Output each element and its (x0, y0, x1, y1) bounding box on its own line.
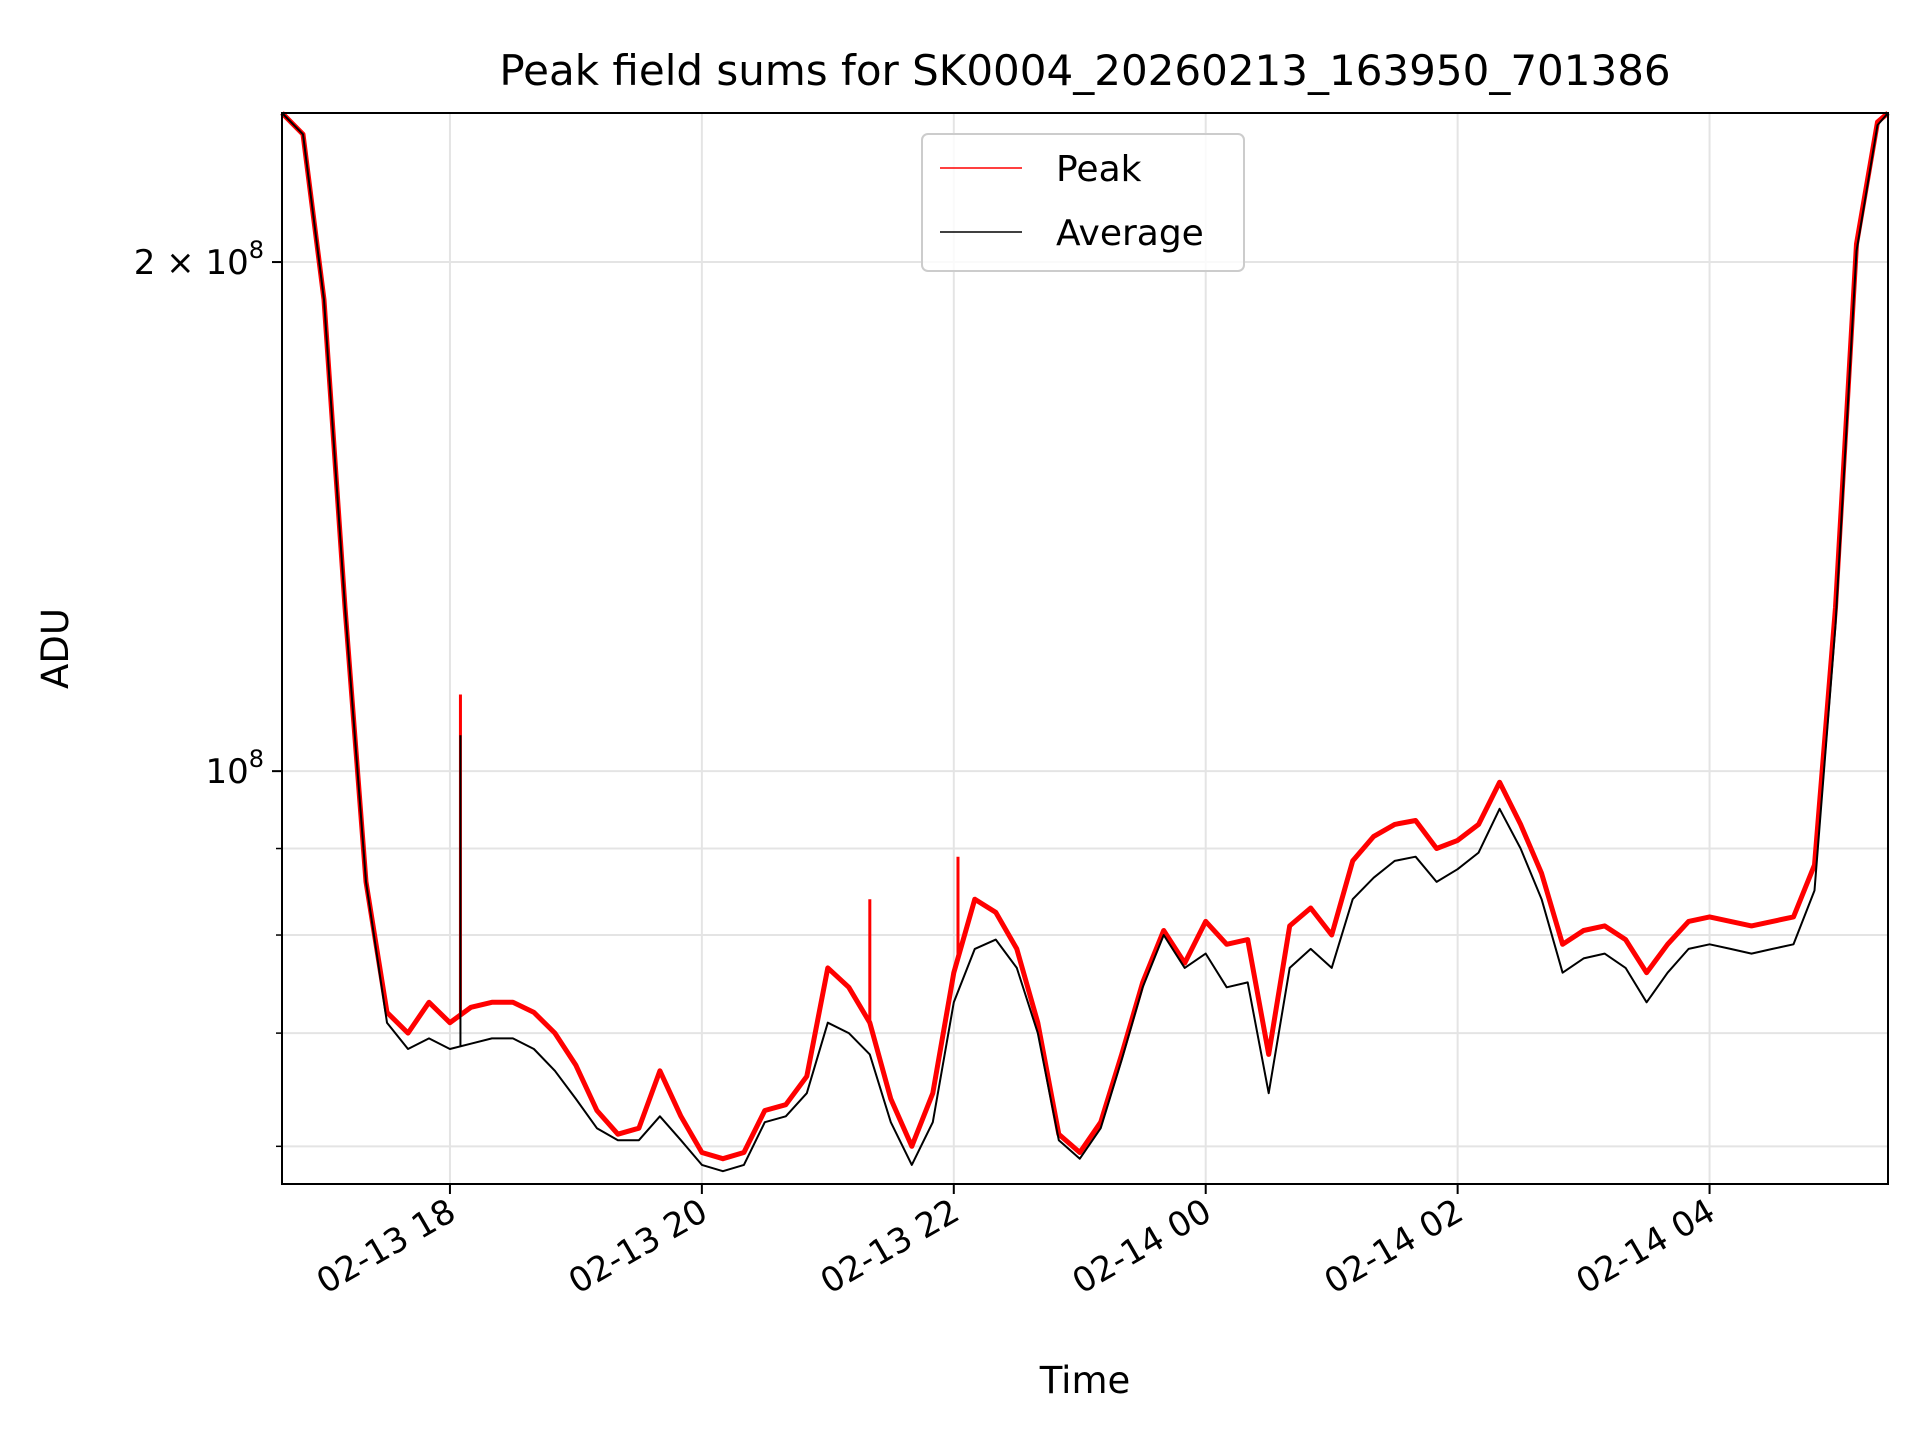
grid-lines (282, 113, 1888, 1184)
series-lines (280, 111, 1890, 1173)
series-line-peak (280, 111, 1890, 1162)
y-tick-base: 10 (205, 243, 248, 283)
y-tick-base: 10 (205, 752, 248, 792)
legend-label-peak: Peak (1056, 149, 1142, 190)
y-tick-exponent: 8 (249, 236, 264, 264)
legend: Peak Average (921, 133, 1245, 272)
y-tick-exponent: 8 (249, 745, 264, 773)
y-tick-label: 108 (205, 745, 264, 792)
y-tick-mantissa: 2 × (134, 243, 206, 283)
y-axis-title: ADU (34, 608, 77, 689)
y-tick-label: 2 × 108 (134, 236, 264, 283)
series-line-average (281, 112, 1889, 1173)
plot-frame (281, 112, 1889, 1185)
x-axis-title: Time (1039, 1359, 1131, 1402)
legend-label-average: Average (1056, 213, 1204, 254)
chart-title: Peak field sums for SK0004_20260213_1639… (499, 46, 1670, 95)
